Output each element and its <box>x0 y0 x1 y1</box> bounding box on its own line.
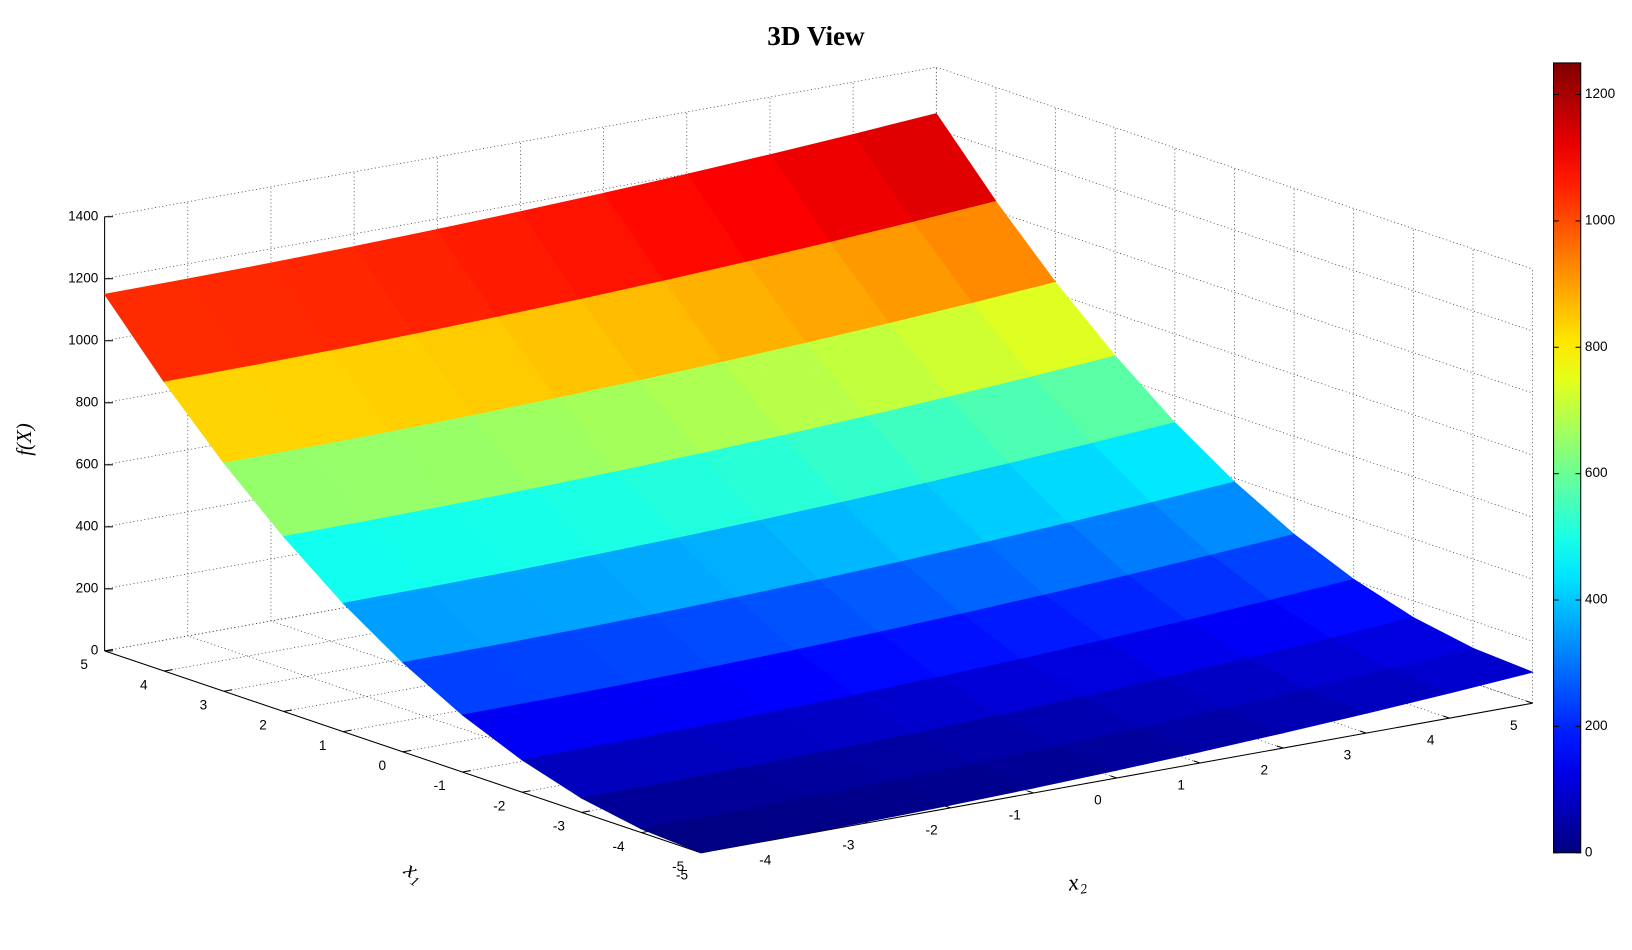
x-tick <box>343 729 352 733</box>
y-tick <box>1276 745 1284 749</box>
surface-patch <box>639 813 786 854</box>
x-tick <box>283 709 292 712</box>
x-tick-label: 5 <box>80 657 88 672</box>
x-tick-label: -2 <box>493 798 505 813</box>
grid-line <box>936 66 1533 270</box>
colorbar-tick-label: 0 <box>1585 844 1593 859</box>
z-tick-label: 600 <box>76 456 99 471</box>
y-tick-label: 1 <box>1177 778 1185 793</box>
z-axis-label: f(X) <box>12 423 36 456</box>
y-tick-label: 0 <box>1094 793 1102 808</box>
grid-line <box>187 635 785 839</box>
z-tick-label: 1000 <box>68 332 99 347</box>
z-tick-label: 1400 <box>68 208 99 223</box>
x-tick-label: 1 <box>319 738 327 753</box>
chart-title: 3D View <box>767 21 865 51</box>
grid-line <box>936 376 1533 580</box>
x-tick-label: 4 <box>140 677 148 692</box>
grid-line <box>936 190 1533 394</box>
y-tick-label: -1 <box>1009 808 1021 823</box>
colorbar-tick-label: 200 <box>1585 718 1608 733</box>
y-axis-label: x₂ <box>1065 867 1088 895</box>
z-tick-label: 200 <box>76 580 99 595</box>
y-tick-label: -4 <box>759 852 772 867</box>
colorbar-tick-label: 400 <box>1585 592 1608 607</box>
y-tick-label: -2 <box>926 823 938 838</box>
z-tick-label: 1200 <box>68 270 99 285</box>
colorbar <box>1553 62 1582 854</box>
grid-line <box>936 314 1533 518</box>
grid-line <box>936 438 1533 642</box>
grid-line <box>936 128 1533 332</box>
x-axis-label: x₁ <box>399 855 430 887</box>
x-tick-label: 2 <box>259 718 267 733</box>
x-tick-label: 3 <box>200 697 208 712</box>
colorbar-tick-label: 1200 <box>1585 86 1616 101</box>
z-tick-label: 800 <box>76 394 99 409</box>
grid-line <box>936 252 1533 456</box>
y-tick <box>1443 715 1450 719</box>
y-tick-label: 4 <box>1427 733 1435 748</box>
x-tick-label: 0 <box>378 758 386 773</box>
z-tick-label: 400 <box>76 518 99 533</box>
x-tick <box>462 770 471 773</box>
y-tick-label: 3 <box>1344 748 1352 763</box>
z-tick-label: 0 <box>91 642 99 657</box>
y-tick <box>1193 760 1201 764</box>
x-tick-label: -3 <box>553 819 565 834</box>
x-tick <box>581 810 591 813</box>
colorbar-tick-label: 800 <box>1585 339 1608 354</box>
x-tick-label: -1 <box>434 778 446 793</box>
y-tick-label: 2 <box>1260 763 1268 778</box>
x-tick <box>402 749 412 753</box>
y-tick-label: 5 <box>1510 718 1518 733</box>
y-tick <box>1027 790 1034 794</box>
x-tick <box>164 669 173 672</box>
colorbar-tick-label: 1000 <box>1585 212 1616 227</box>
y-tick-label: -3 <box>842 837 854 852</box>
x-tick-label: -4 <box>612 839 625 854</box>
y-tick-label: -5 <box>676 867 688 882</box>
x-tick <box>521 790 531 793</box>
x-tick <box>104 648 114 652</box>
x-tick <box>223 689 233 692</box>
y-tick <box>1526 700 1533 704</box>
y-tick <box>1110 775 1117 779</box>
colorbar-tick-label: 600 <box>1585 465 1608 480</box>
x-tick-label: -5 <box>672 859 684 874</box>
grid-line <box>270 620 868 824</box>
y-tick <box>1359 730 1367 734</box>
